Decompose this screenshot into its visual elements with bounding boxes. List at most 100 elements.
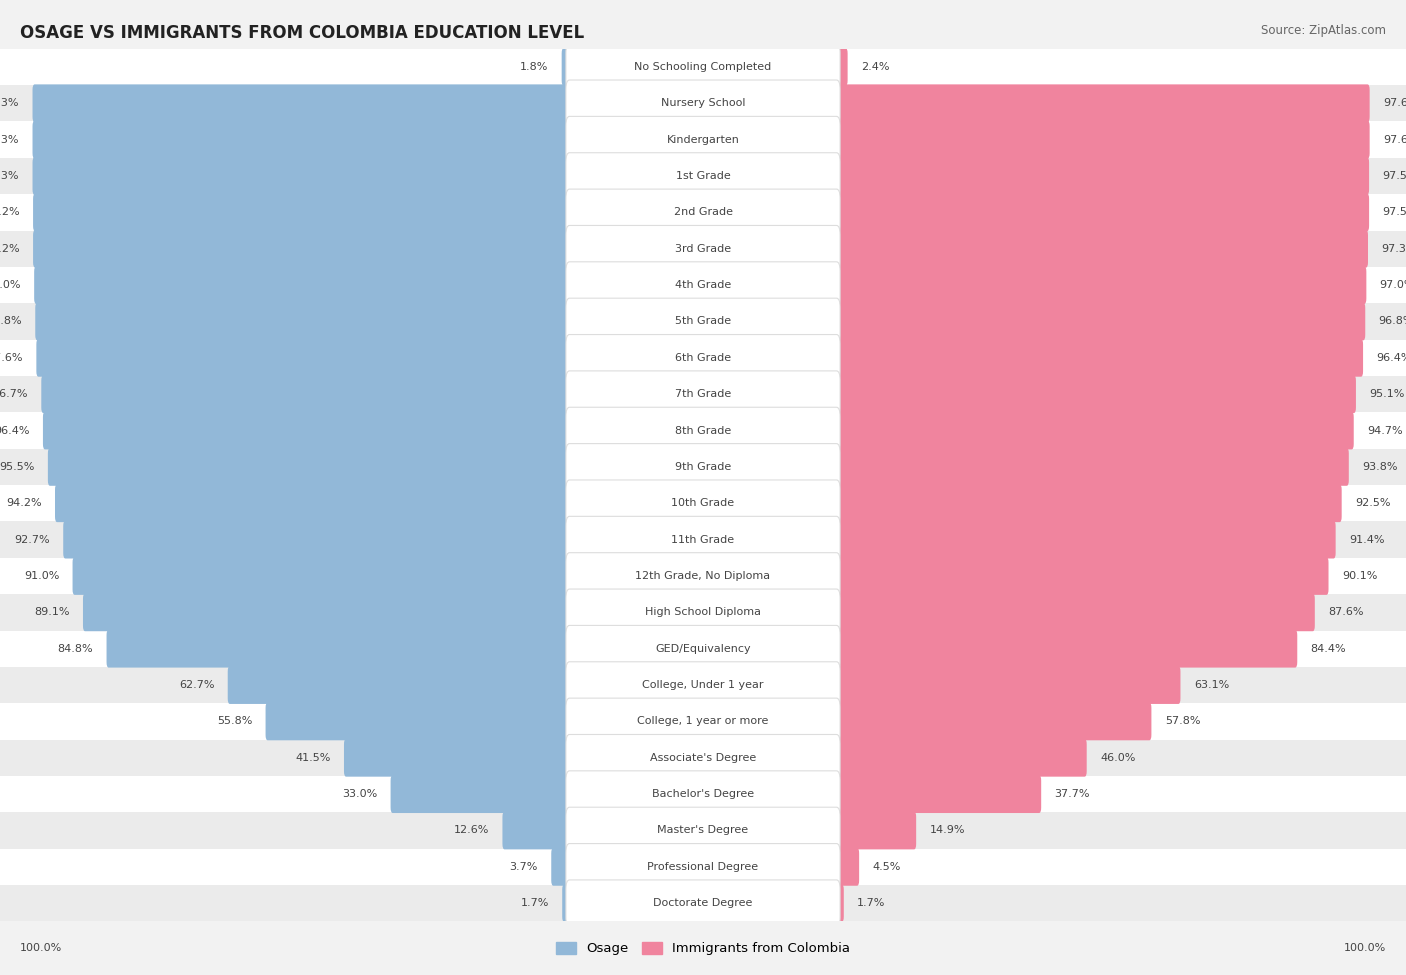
FancyBboxPatch shape: [835, 884, 844, 922]
Bar: [0, 776, 1406, 812]
Text: 3rd Grade: 3rd Grade: [675, 244, 731, 254]
Text: 9th Grade: 9th Grade: [675, 462, 731, 472]
FancyBboxPatch shape: [266, 703, 572, 740]
Bar: [0, 522, 1406, 558]
Text: 62.7%: 62.7%: [179, 680, 214, 690]
FancyBboxPatch shape: [835, 339, 1362, 376]
FancyBboxPatch shape: [835, 411, 1354, 449]
Text: 95.1%: 95.1%: [1369, 389, 1405, 399]
FancyBboxPatch shape: [32, 157, 571, 195]
FancyBboxPatch shape: [565, 662, 841, 708]
Text: 33.0%: 33.0%: [342, 789, 377, 800]
FancyBboxPatch shape: [835, 666, 1181, 704]
FancyBboxPatch shape: [107, 630, 571, 668]
Text: High School Diploma: High School Diploma: [645, 607, 761, 617]
Text: 63.1%: 63.1%: [1194, 680, 1229, 690]
Text: 96.4%: 96.4%: [0, 425, 30, 436]
Text: 95.5%: 95.5%: [0, 462, 35, 472]
Bar: [0, 558, 1406, 594]
Text: 10th Grade: 10th Grade: [672, 498, 734, 508]
Bar: [0, 122, 1406, 158]
Text: 97.0%: 97.0%: [1379, 280, 1406, 291]
FancyBboxPatch shape: [835, 448, 1348, 486]
FancyBboxPatch shape: [565, 80, 841, 127]
Text: 2nd Grade: 2nd Grade: [673, 208, 733, 217]
Bar: [0, 339, 1406, 376]
FancyBboxPatch shape: [565, 44, 841, 91]
Text: 11th Grade: 11th Grade: [672, 534, 734, 545]
Text: 98.2%: 98.2%: [0, 208, 20, 217]
FancyBboxPatch shape: [835, 775, 1042, 813]
Text: 89.1%: 89.1%: [34, 607, 70, 617]
Bar: [0, 703, 1406, 740]
Bar: [0, 376, 1406, 412]
FancyBboxPatch shape: [835, 485, 1341, 523]
Text: Nursery School: Nursery School: [661, 98, 745, 108]
FancyBboxPatch shape: [835, 266, 1367, 304]
Text: 97.3%: 97.3%: [1381, 244, 1406, 254]
Bar: [0, 448, 1406, 486]
Text: Professional Degree: Professional Degree: [647, 862, 759, 872]
Text: 1.7%: 1.7%: [858, 898, 886, 908]
FancyBboxPatch shape: [835, 157, 1369, 195]
Text: 57.8%: 57.8%: [1164, 717, 1201, 726]
FancyBboxPatch shape: [835, 230, 1368, 267]
FancyBboxPatch shape: [565, 807, 841, 854]
FancyBboxPatch shape: [835, 739, 1087, 777]
FancyBboxPatch shape: [562, 884, 571, 922]
FancyBboxPatch shape: [565, 408, 841, 453]
Text: 98.0%: 98.0%: [0, 280, 21, 291]
Text: 84.4%: 84.4%: [1310, 644, 1346, 653]
Text: Source: ZipAtlas.com: Source: ZipAtlas.com: [1261, 24, 1386, 37]
Bar: [0, 667, 1406, 703]
FancyBboxPatch shape: [835, 302, 1365, 340]
Text: 96.7%: 96.7%: [0, 389, 28, 399]
Text: College, Under 1 year: College, Under 1 year: [643, 680, 763, 690]
Text: Kindergarten: Kindergarten: [666, 135, 740, 144]
FancyBboxPatch shape: [565, 225, 841, 272]
Text: 97.5%: 97.5%: [1382, 208, 1406, 217]
Text: College, 1 year or more: College, 1 year or more: [637, 717, 769, 726]
FancyBboxPatch shape: [565, 116, 841, 163]
FancyBboxPatch shape: [561, 48, 571, 86]
Text: 97.6%: 97.6%: [1384, 135, 1406, 144]
Text: 41.5%: 41.5%: [295, 753, 330, 762]
FancyBboxPatch shape: [565, 734, 841, 781]
Text: 94.7%: 94.7%: [1367, 425, 1403, 436]
FancyBboxPatch shape: [565, 625, 841, 672]
Text: 4.5%: 4.5%: [873, 862, 901, 872]
Text: 96.4%: 96.4%: [1376, 353, 1406, 363]
FancyBboxPatch shape: [565, 334, 841, 381]
Text: 97.5%: 97.5%: [1382, 171, 1406, 181]
Text: 100.0%: 100.0%: [1344, 943, 1386, 953]
Text: Bachelor's Degree: Bachelor's Degree: [652, 789, 754, 800]
Text: 4th Grade: 4th Grade: [675, 280, 731, 291]
FancyBboxPatch shape: [835, 703, 1152, 740]
Bar: [0, 267, 1406, 303]
FancyBboxPatch shape: [83, 594, 571, 631]
FancyBboxPatch shape: [565, 698, 841, 745]
Text: 91.4%: 91.4%: [1348, 534, 1385, 545]
Text: 55.8%: 55.8%: [217, 717, 252, 726]
Text: OSAGE VS IMMIGRANTS FROM COLOMBIA EDUCATION LEVEL: OSAGE VS IMMIGRANTS FROM COLOMBIA EDUCAT…: [20, 24, 583, 42]
Text: 92.5%: 92.5%: [1355, 498, 1391, 508]
FancyBboxPatch shape: [835, 557, 1329, 595]
Legend: Osage, Immigrants from Colombia: Osage, Immigrants from Colombia: [551, 937, 855, 960]
FancyBboxPatch shape: [551, 848, 571, 885]
Text: 1st Grade: 1st Grade: [676, 171, 730, 181]
FancyBboxPatch shape: [44, 411, 571, 449]
FancyBboxPatch shape: [565, 517, 841, 563]
FancyBboxPatch shape: [565, 370, 841, 417]
Text: 3.7%: 3.7%: [509, 862, 538, 872]
FancyBboxPatch shape: [32, 121, 571, 159]
FancyBboxPatch shape: [344, 739, 572, 777]
Text: Doctorate Degree: Doctorate Degree: [654, 898, 752, 908]
FancyBboxPatch shape: [565, 298, 841, 345]
FancyBboxPatch shape: [48, 448, 571, 486]
Text: 97.6%: 97.6%: [1384, 98, 1406, 108]
Text: 92.7%: 92.7%: [14, 534, 49, 545]
Text: 12th Grade, No Diploma: 12th Grade, No Diploma: [636, 571, 770, 581]
Text: 98.3%: 98.3%: [0, 171, 20, 181]
FancyBboxPatch shape: [835, 193, 1369, 231]
Text: 1.8%: 1.8%: [520, 62, 548, 72]
